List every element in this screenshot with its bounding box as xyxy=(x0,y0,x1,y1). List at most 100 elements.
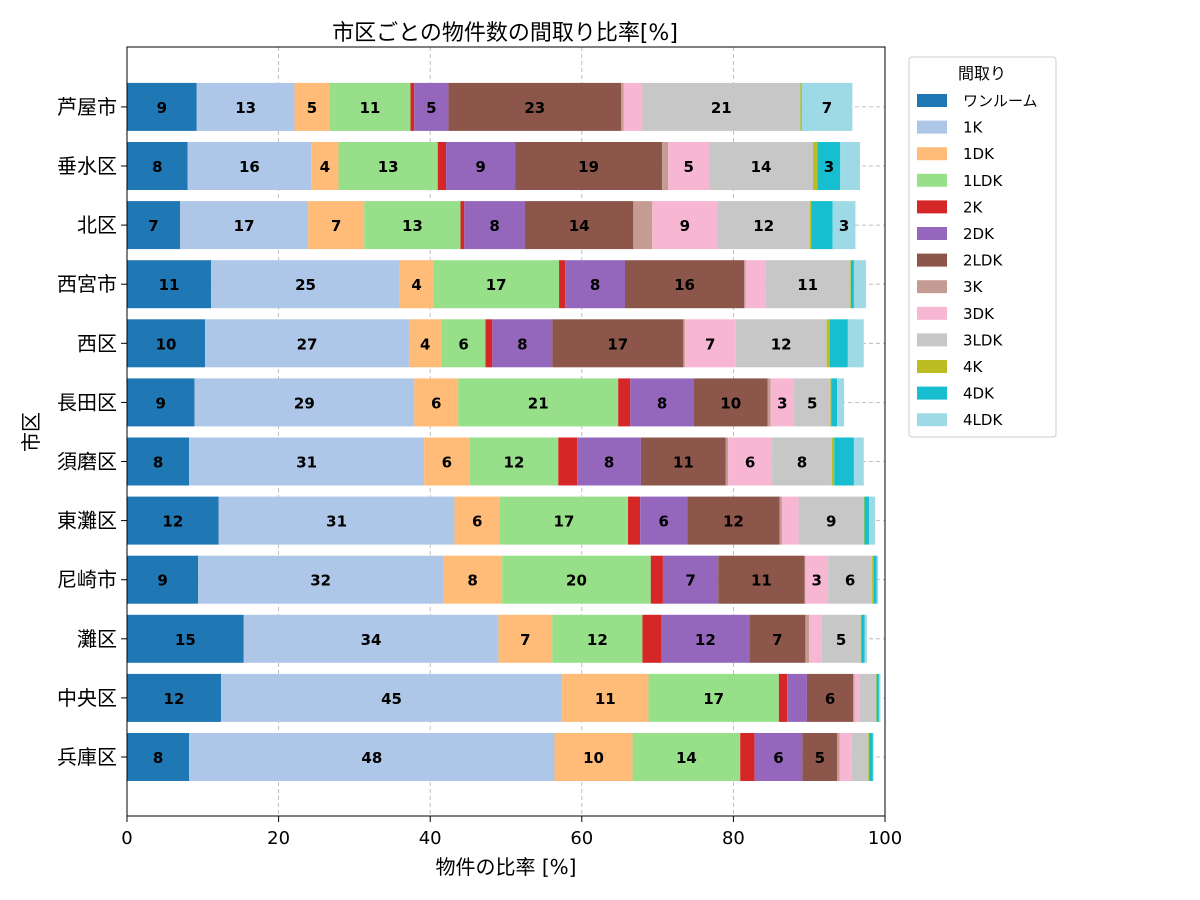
bar-value-label: 3 xyxy=(777,394,787,412)
bar-value-label: 7 xyxy=(772,631,782,649)
bar-value-label: 8 xyxy=(153,454,163,472)
bar-value-label: 45 xyxy=(381,690,402,708)
bar-value-label: 12 xyxy=(695,631,716,649)
bar-segment xyxy=(804,555,806,604)
bar-segment xyxy=(640,437,726,486)
bar-value-label: 12 xyxy=(162,513,183,531)
bar-segment xyxy=(832,201,856,250)
bar-segment xyxy=(859,673,876,722)
bar-segment xyxy=(364,201,461,250)
y-tick-label: 垂水区 xyxy=(57,154,117,178)
y-axis-label: 市区 xyxy=(19,412,43,452)
legend-swatch xyxy=(917,94,947,107)
bar-segment xyxy=(662,142,669,190)
bar-segment xyxy=(826,319,830,368)
bar-value-label: 3 xyxy=(812,572,822,590)
y-tick-label: 兵庫区 xyxy=(57,745,117,769)
bars: 8 48 10 14 6 512 45 11 17 615 34 7 12 12 7 59 32 8 20 7 11 3 6… xyxy=(127,82,881,781)
bar-segment xyxy=(623,82,643,131)
plot-frame xyxy=(126,46,886,817)
bar-segment xyxy=(837,733,840,781)
bar-segment xyxy=(828,555,873,604)
bar-value-label: 12 xyxy=(723,513,744,531)
y-tick-label: 北区 xyxy=(77,213,117,237)
bar-segment xyxy=(868,733,870,781)
bar-segment xyxy=(187,142,312,190)
bar-segment xyxy=(410,82,415,131)
y-tick-label: 中央区 xyxy=(57,686,117,710)
bar-segment xyxy=(831,378,838,427)
bar-segment xyxy=(205,319,409,368)
bar-value-label: 13 xyxy=(378,158,399,176)
bar-segment xyxy=(311,142,339,190)
legend-label: 1DK xyxy=(963,145,995,163)
bar-segment xyxy=(847,319,864,368)
bar-segment xyxy=(127,614,244,663)
bar-value-label: 29 xyxy=(294,394,315,412)
bar-segment xyxy=(454,496,500,545)
bar-value-label: 10 xyxy=(583,749,604,767)
bar-value-label: 6 xyxy=(458,335,468,353)
legend-swatch xyxy=(917,333,947,347)
legend-swatch xyxy=(917,386,947,400)
bar-value-label: 7 xyxy=(822,99,832,117)
bar-segment xyxy=(850,260,851,309)
bar-value-label: 3 xyxy=(839,217,849,235)
bar-segment xyxy=(869,496,876,545)
legend-items: ワンルーム 1K 1DK 1LDK 2K 2DK 2LDK 3K 3DK 3LDK 4K 4DK 4LD… xyxy=(917,92,1038,429)
bar-value-label: 6 xyxy=(431,394,441,412)
chart-title: 市区ごとの物件数の間取り比率[%] xyxy=(332,21,678,46)
bar-value-label: 7 xyxy=(705,335,715,353)
legend: 間取り ワンルーム 1K 1DK 1LDK 2K 2DK 2LDK 3K 3DK 3LDK 4K 4D… xyxy=(908,56,1057,438)
bar-value-label: 7 xyxy=(520,631,530,649)
bar-segment xyxy=(127,260,212,309)
bar-segment xyxy=(683,319,685,368)
bar-segment xyxy=(446,142,516,190)
bar-segment xyxy=(778,673,788,722)
bar-segment xyxy=(839,733,852,781)
bar-segment xyxy=(740,733,755,781)
legend-label: 3K xyxy=(963,278,984,296)
bar-value-label: 9 xyxy=(156,394,166,412)
legend-swatch xyxy=(917,413,947,427)
bar-value-label: 3 xyxy=(824,158,834,176)
bar-value-label: 7 xyxy=(685,572,695,590)
bar-segment xyxy=(811,201,833,250)
bar-value-label: 11 xyxy=(360,99,381,117)
bar-segment xyxy=(853,260,867,309)
bar-value-label: 21 xyxy=(528,394,549,412)
bar-segment xyxy=(864,614,867,663)
bar-segment xyxy=(127,733,190,781)
bar-segment xyxy=(863,496,865,545)
bar-segment xyxy=(709,142,813,190)
bar-value-label: 4 xyxy=(320,158,330,176)
legend-swatch xyxy=(917,306,947,320)
bar-segment xyxy=(854,673,860,722)
bar-segment xyxy=(872,555,874,604)
bar-segment xyxy=(817,142,841,190)
bar-value-label: 27 xyxy=(297,335,318,353)
bar-segment xyxy=(642,82,801,131)
bar-value-label: 14 xyxy=(569,217,590,235)
bar-segment xyxy=(485,319,493,368)
bar-value-label: 5 xyxy=(307,99,317,117)
bar-segment xyxy=(869,733,873,781)
bar-segment xyxy=(735,319,827,368)
bar-segment xyxy=(127,673,221,722)
bar-value-label: 4 xyxy=(420,335,430,353)
bar-segment xyxy=(684,319,736,368)
bar-segment xyxy=(787,673,807,722)
bar-value-label: 6 xyxy=(745,454,755,472)
bar-segment xyxy=(687,496,780,545)
bar-value-label: 48 xyxy=(361,749,382,767)
bar-segment xyxy=(562,673,649,722)
bar-value-label: 8 xyxy=(467,572,477,590)
bar-segment xyxy=(414,378,459,427)
legend-swatch xyxy=(917,147,947,161)
x-tick-label: 80 xyxy=(722,828,745,849)
bar-segment xyxy=(767,378,771,427)
bar-segment xyxy=(853,673,855,722)
bar-segment xyxy=(515,142,663,190)
bar-segment xyxy=(805,614,810,663)
bar-value-label: 32 xyxy=(310,572,331,590)
